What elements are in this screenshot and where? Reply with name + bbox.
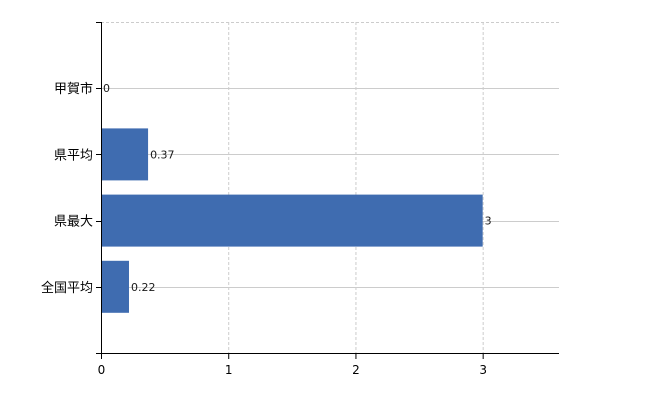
x-tick-label: 2 — [352, 363, 360, 377]
x-tick-label: 3 — [479, 363, 487, 377]
data-label: 0.22 — [131, 281, 156, 294]
y-tick-label: 県平均 — [54, 148, 93, 163]
x-tick-label: 1 — [225, 363, 233, 377]
bar — [101, 128, 149, 181]
data-label: 3 — [485, 215, 492, 228]
bar — [101, 260, 129, 313]
y-tick-label: 甲賀市 — [54, 81, 93, 97]
bar — [101, 194, 483, 247]
data-label: 0.37 — [150, 148, 175, 161]
x-tick-label: 0 — [98, 363, 106, 377]
y-tick-label: 県最大 — [54, 215, 93, 230]
data-label: 0 — [103, 82, 110, 95]
y-tick-label: 全国平均 — [41, 280, 93, 296]
